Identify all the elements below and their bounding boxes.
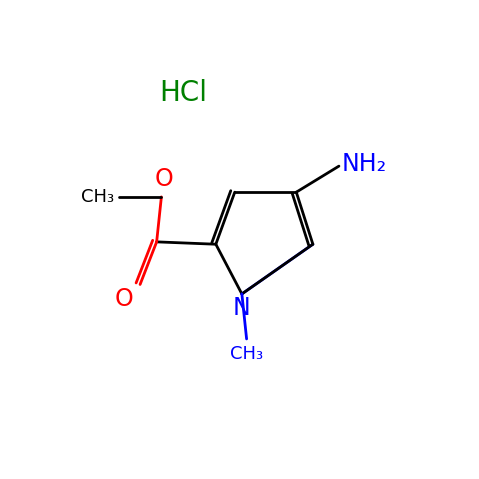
Text: N: N (233, 297, 251, 320)
Text: NH₂: NH₂ (342, 152, 387, 176)
Text: CH₃: CH₃ (81, 188, 114, 206)
Text: O: O (154, 167, 173, 191)
Text: CH₃: CH₃ (230, 344, 263, 363)
Text: HCl: HCl (159, 79, 207, 107)
Text: O: O (114, 287, 133, 311)
